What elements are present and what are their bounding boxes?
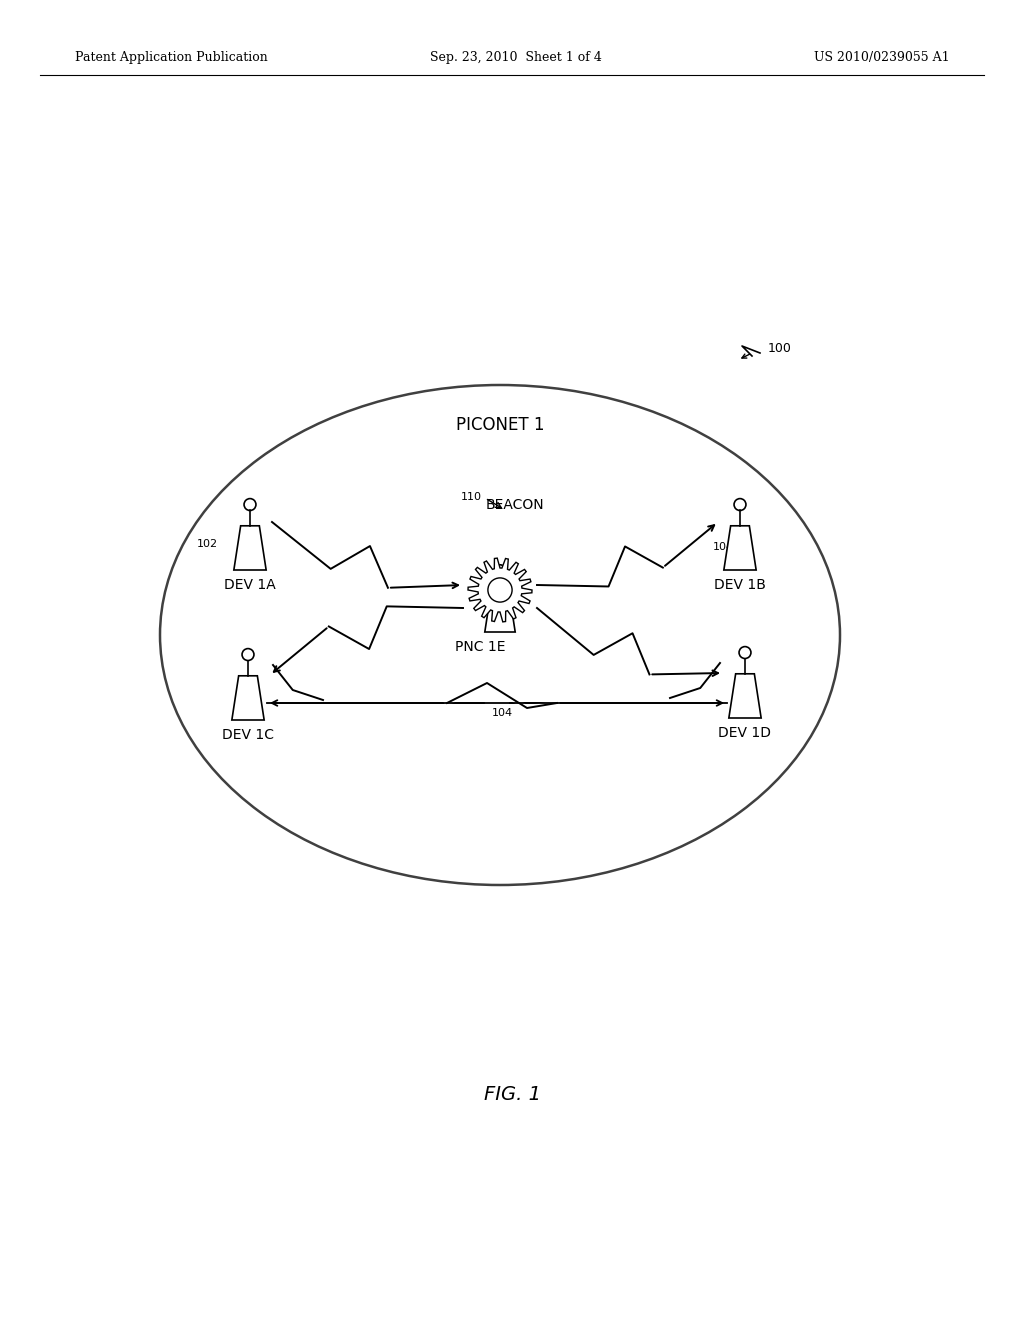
Text: DEV 1D: DEV 1D — [719, 726, 771, 741]
Text: DEV 1C: DEV 1C — [222, 729, 274, 742]
Text: US 2010/0239055 A1: US 2010/0239055 A1 — [814, 51, 950, 65]
Polygon shape — [233, 525, 266, 570]
Text: 102: 102 — [197, 539, 218, 549]
Text: BEACON: BEACON — [485, 498, 545, 512]
Text: 100: 100 — [768, 342, 792, 355]
Circle shape — [487, 578, 512, 602]
Polygon shape — [484, 590, 515, 632]
Text: 110: 110 — [461, 492, 482, 502]
Text: Patent Application Publication: Patent Application Publication — [75, 51, 267, 65]
Polygon shape — [724, 525, 756, 570]
Text: DEV 1B: DEV 1B — [714, 578, 766, 591]
Polygon shape — [231, 676, 264, 719]
Text: Sep. 23, 2010  Sheet 1 of 4: Sep. 23, 2010 Sheet 1 of 4 — [430, 51, 602, 65]
Text: PNC 1E: PNC 1E — [455, 640, 505, 653]
Text: 104: 104 — [492, 708, 513, 718]
Polygon shape — [468, 558, 532, 622]
Polygon shape — [729, 673, 761, 718]
Text: PICONET 1: PICONET 1 — [456, 416, 544, 434]
Text: FIG. 1: FIG. 1 — [483, 1085, 541, 1105]
Text: 104: 104 — [713, 543, 734, 552]
Text: DEV 1A: DEV 1A — [224, 578, 275, 591]
